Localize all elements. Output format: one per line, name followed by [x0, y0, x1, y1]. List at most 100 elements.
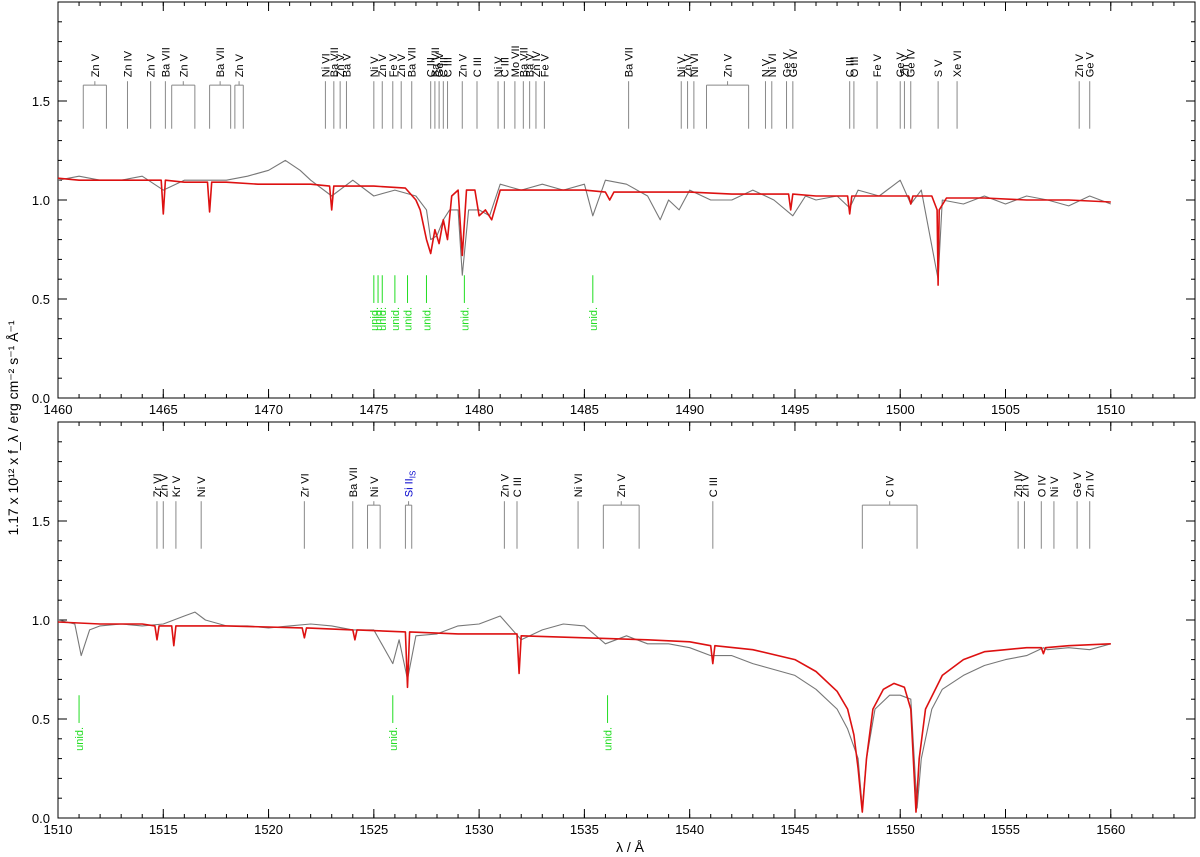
line-id-label: Ba VII [518, 47, 530, 77]
line-id-label: Ba VII [329, 47, 341, 77]
line-id-label: Zr VI [152, 473, 164, 497]
line-id-mark: C III [426, 57, 438, 129]
line-id-label: Zn V [723, 53, 735, 77]
x-tick-label: 1510 [44, 822, 73, 837]
line-id-label-sub: IS [409, 471, 418, 479]
line-id-mark: Zn IV [1085, 470, 1097, 549]
y-tick-label: 0.5 [32, 712, 50, 727]
line-id-mark: Zn V [171, 53, 196, 129]
line-id-label: Ni VI [573, 473, 585, 497]
x-tick-label: 1510 [1096, 402, 1125, 417]
line-id-mark: Ge V [434, 51, 446, 129]
y-tick-label: 1.0 [32, 613, 50, 628]
line-id-label: Zn V [335, 53, 347, 77]
line-id-label: C IV [885, 475, 897, 497]
line-id-label: Zn V [1019, 473, 1031, 497]
line-id-mark: Ge IV [906, 48, 918, 129]
unid-mark: unid. [588, 275, 600, 331]
x-axis-title: λ / Å [616, 839, 645, 855]
line-id-mark: Zn V [457, 53, 469, 129]
x-tick-label: 1560 [1096, 822, 1125, 837]
y-tick-label: 0.0 [32, 811, 50, 826]
line-id-label: Ni V [1049, 476, 1061, 497]
x-tick-label: 1545 [780, 822, 809, 837]
unid-mark: unid. [377, 275, 389, 331]
line-id-mark: Ba VII [624, 47, 636, 129]
line-id-label: Zn V [683, 53, 695, 77]
line-id-label: Zn IV [1013, 470, 1025, 497]
unid-mark: unid. [459, 275, 471, 331]
line-id-label: Ba VII [348, 467, 360, 497]
line-id-label: Kr V [171, 475, 183, 497]
line-id-mark: Ge V [1072, 471, 1084, 549]
line-id-mark: Ba VII [160, 47, 172, 129]
unid-label: unid. [369, 307, 381, 331]
line-id-mark: Zn V [396, 53, 408, 129]
unid-mark: unid. [74, 695, 86, 751]
line-id-label: C III [472, 57, 484, 77]
x-tick-label: 1525 [359, 822, 388, 837]
x-tick-label: 1555 [991, 822, 1020, 837]
line-id-label: Ge V [782, 51, 794, 77]
line-id-label: Zn IV [531, 50, 543, 77]
line-id-mark: C III [499, 57, 511, 129]
line-id-label: S V [933, 59, 945, 77]
line-id-mark: Ni V [196, 476, 208, 549]
line-id-mark: Zn V [899, 53, 911, 129]
y-tick-label: 0.0 [32, 391, 50, 406]
line-id-label: Ge V [1085, 51, 1097, 77]
line-id-mark: C III [472, 57, 484, 129]
line-id-mark: Zn V [377, 53, 389, 129]
line-id-mark: O III [849, 56, 861, 129]
line-id-mark: Zn IV [531, 50, 543, 129]
line-id-mark: Fe V [388, 53, 400, 129]
line-id-mark: Zn V [499, 473, 511, 549]
line-id-mark: Kr V [171, 475, 183, 549]
bottom-spectrum-panel: 1510 1515 1520 1525 1530 1535 1540 1545 1550 1555… [32, 421, 1196, 837]
unid-label: unid. [74, 727, 86, 751]
line-id-label: Ge IV [788, 48, 800, 77]
line-id-label: Ni V [196, 476, 208, 497]
line-id-label: Ni V [493, 56, 505, 77]
line-id-label: Fe V [388, 53, 400, 77]
line-id-mark: Zn V [158, 473, 170, 549]
model-spectrum-line [57, 621, 1111, 813]
line-id-mark: Ge V [895, 51, 907, 129]
line-id-label: Ni V [369, 476, 381, 497]
line-id-mark: Fe V [872, 53, 884, 129]
x-tick-label: 1490 [675, 402, 704, 417]
x-tick-label: 1460 [44, 402, 73, 417]
line-id-label: Ba VII [215, 47, 227, 77]
x-tick-label: 1505 [991, 402, 1020, 417]
line-id-label: Zn V [178, 53, 190, 77]
x-tick-label: 1550 [886, 822, 915, 837]
x-tick-label: 1500 [886, 402, 915, 417]
line-id-label: Ni V [369, 56, 381, 77]
line-id-label: Zn V [158, 473, 170, 497]
line-id-label: C III [438, 57, 450, 77]
line-id-label: Zn IV [1085, 470, 1097, 497]
x-tick-label: 1530 [465, 822, 494, 837]
line-id-mark: Ni V [367, 476, 381, 549]
line-id-mark: Zr VI [152, 473, 164, 549]
x-tick-label: 1520 [254, 822, 283, 837]
line-id-mark: Ni VI [689, 53, 701, 129]
line-id-label: C III [845, 57, 857, 77]
line-id-label: N V [760, 58, 772, 77]
line-id-label: Zn V [90, 53, 102, 77]
line-id-label: C III [708, 477, 720, 497]
unid-label: unid. [459, 307, 471, 331]
line-id-mark: Zn V [335, 53, 347, 129]
line-id-mark: Zn V [146, 53, 158, 129]
line-id-label: Si IIIS [404, 471, 418, 498]
line-id-mark: Zn V [602, 473, 640, 549]
line-id-mark: Ba V [341, 53, 353, 129]
line-id-mark: Zn IV [122, 50, 134, 129]
line-id-mark: Zn V [82, 53, 107, 129]
line-id-label: Ge V [895, 51, 907, 77]
y-tick-label: 1.0 [32, 193, 50, 208]
line-id-label: Ba V [341, 53, 353, 78]
top-spectrum-panel: 1460 1465 1470 1475 1480 1485 1490 1495 1500 1505… [32, 1, 1196, 417]
x-tick-label: 1470 [254, 402, 283, 417]
line-id-mark: Ni V [493, 56, 505, 129]
